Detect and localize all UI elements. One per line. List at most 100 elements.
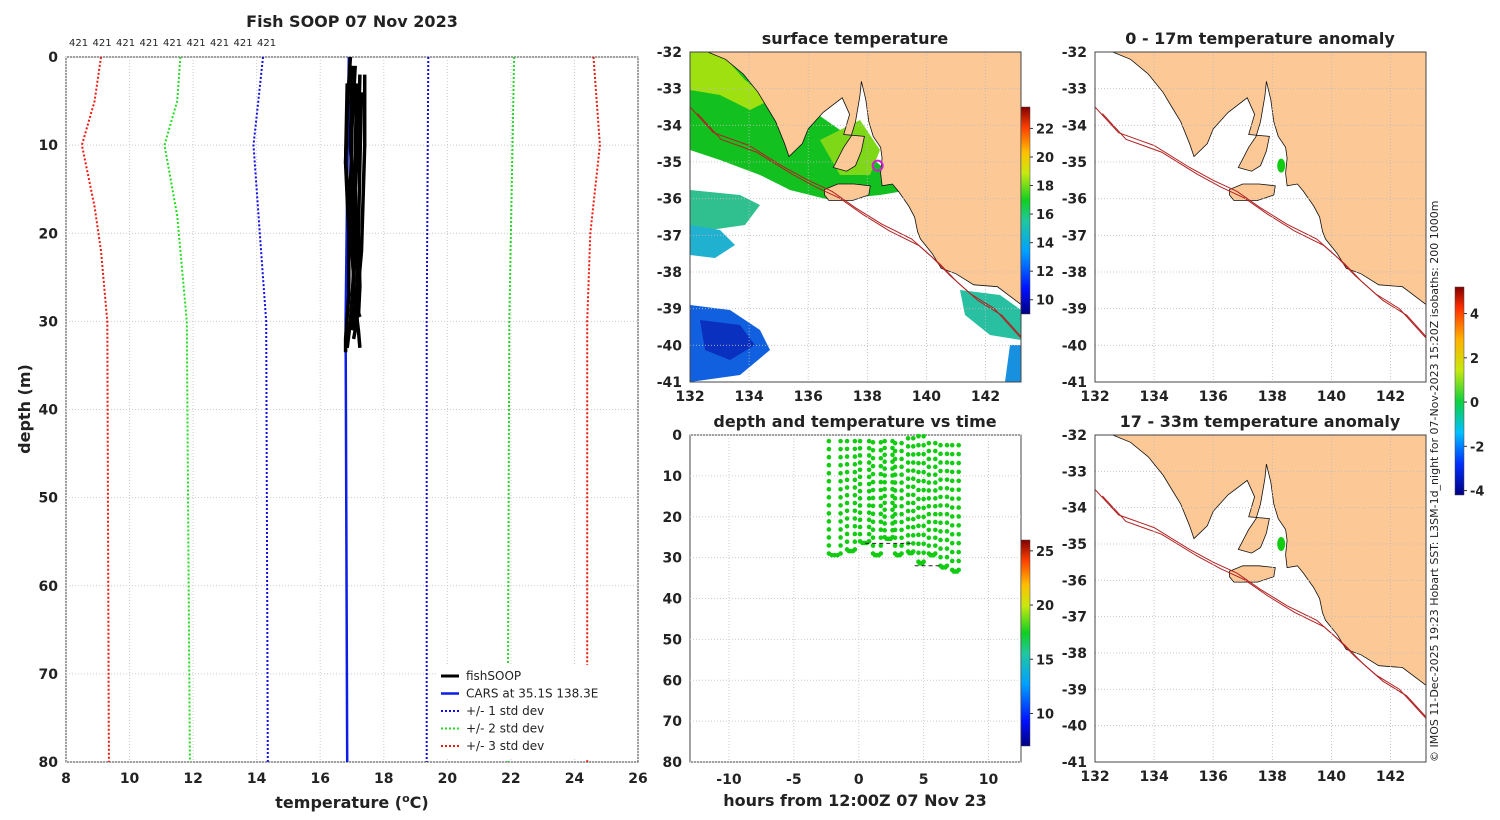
data-point	[933, 496, 938, 501]
anomaly-marker	[1277, 158, 1286, 173]
data-point	[949, 496, 955, 501]
lat-tick-label: -32	[1062, 428, 1087, 444]
y-tick-label: 10	[663, 469, 683, 485]
lat-tick-label: -37	[1062, 228, 1087, 244]
colorbar-tick-label: 2	[1470, 352, 1479, 367]
data-point	[882, 514, 888, 519]
data-point	[852, 462, 858, 467]
data-point	[866, 531, 872, 537]
lat-tick-label: -37	[657, 228, 682, 244]
isobaths	[1095, 106, 1426, 339]
data-point	[910, 484, 916, 490]
data-point	[905, 468, 911, 473]
colorbar-tick-label: 15	[1036, 653, 1054, 668]
depth-time-title: depth and temperature vs time	[713, 412, 996, 431]
lat-tick-label: -35	[1062, 537, 1087, 553]
lat-tick-label: -40	[1062, 719, 1088, 735]
data-point	[899, 448, 904, 454]
isobaths	[690, 106, 1021, 339]
data-point	[933, 535, 938, 541]
data-point	[866, 460, 872, 465]
profile-chart: Fish SOOP 07 Nov 2023 421 421 421 421 421 421…	[15, 12, 648, 812]
data-point	[933, 527, 938, 533]
data-point	[933, 488, 938, 493]
data-point	[949, 487, 955, 493]
data-point	[944, 485, 950, 491]
data-point	[956, 531, 961, 537]
data-point	[910, 468, 916, 473]
data-point	[931, 552, 937, 558]
data-point	[892, 543, 898, 548]
data-point	[892, 535, 898, 541]
data-point	[866, 438, 872, 444]
data-point	[870, 519, 876, 525]
data-point	[844, 469, 850, 475]
profile-ticks: 8 10 12 14 16 18 20 22 24 26 0 10 20 30 40 50 60 70 80	[39, 50, 648, 787]
sst-east-patch	[960, 290, 1021, 340]
legend-label: CARS at 35.1S 138.3E	[466, 687, 598, 701]
data-point	[838, 446, 843, 452]
data-point	[899, 535, 904, 541]
data-point	[852, 531, 858, 537]
surface-map-title: surface temperature	[762, 29, 949, 48]
lat-tick-label: -33	[1062, 82, 1087, 98]
series-sd3	[80, 56, 110, 763]
data-point	[852, 485, 858, 490]
data-point	[844, 531, 850, 537]
data-point	[944, 477, 950, 482]
data-point	[910, 460, 916, 465]
data-point	[890, 500, 895, 506]
data-point	[892, 527, 898, 533]
data-point	[826, 487, 832, 492]
x-tick-label: 5	[919, 772, 929, 788]
data-point	[910, 541, 916, 546]
lat-tick-label: -34	[1062, 501, 1088, 517]
data-point	[866, 467, 872, 473]
x-tick-label: 14	[247, 771, 267, 787]
data-point	[921, 442, 926, 448]
data-point	[870, 463, 876, 469]
x-tick-label: 18	[374, 771, 393, 787]
data-point	[838, 487, 843, 492]
depth-time-points	[826, 433, 961, 574]
series-sd2	[163, 56, 191, 763]
data-point	[899, 464, 904, 470]
data-point	[926, 496, 932, 501]
data-point	[892, 511, 898, 517]
depth-time-colorbar-ticks: 10 15 20 25	[1030, 545, 1054, 722]
legend-label: +/- 3 std dev	[466, 739, 544, 753]
anomaly-bottom-ticks: 132 134 136 138 140 142 -32 -33 -34 -35 -36 -37 -38 -…	[1062, 428, 1405, 785]
data-point	[882, 479, 888, 485]
data-point	[916, 496, 921, 502]
data-point	[844, 523, 850, 529]
data-point	[938, 537, 943, 543]
data-point	[926, 464, 932, 470]
data-point	[938, 451, 943, 457]
data-point	[878, 511, 884, 517]
data-point	[944, 529, 950, 534]
data-point	[890, 445, 895, 451]
data-point	[949, 558, 955, 564]
lat-tick-label: -40	[1062, 338, 1088, 354]
colorbar-tick-label: -2	[1470, 440, 1484, 455]
data-point	[826, 495, 832, 500]
data-point	[870, 543, 876, 548]
data-point	[857, 488, 863, 494]
data-point	[826, 511, 832, 516]
data-point	[926, 503, 932, 509]
data-point	[905, 452, 911, 457]
data-point	[866, 510, 872, 515]
data-point	[916, 433, 921, 439]
data-point	[838, 503, 843, 508]
y-tick-label: 20	[39, 226, 59, 242]
data-point	[910, 533, 916, 538]
data-point	[926, 511, 932, 517]
data-point	[916, 541, 921, 547]
data-point	[899, 456, 904, 462]
data-point	[844, 477, 850, 483]
isobath-line	[1102, 495, 1426, 718]
data-point	[882, 486, 888, 492]
y-tick-label: 80	[663, 755, 683, 771]
colorbar-tick-label: 16	[1036, 208, 1054, 223]
lon-tick-label: 142	[971, 389, 1000, 405]
